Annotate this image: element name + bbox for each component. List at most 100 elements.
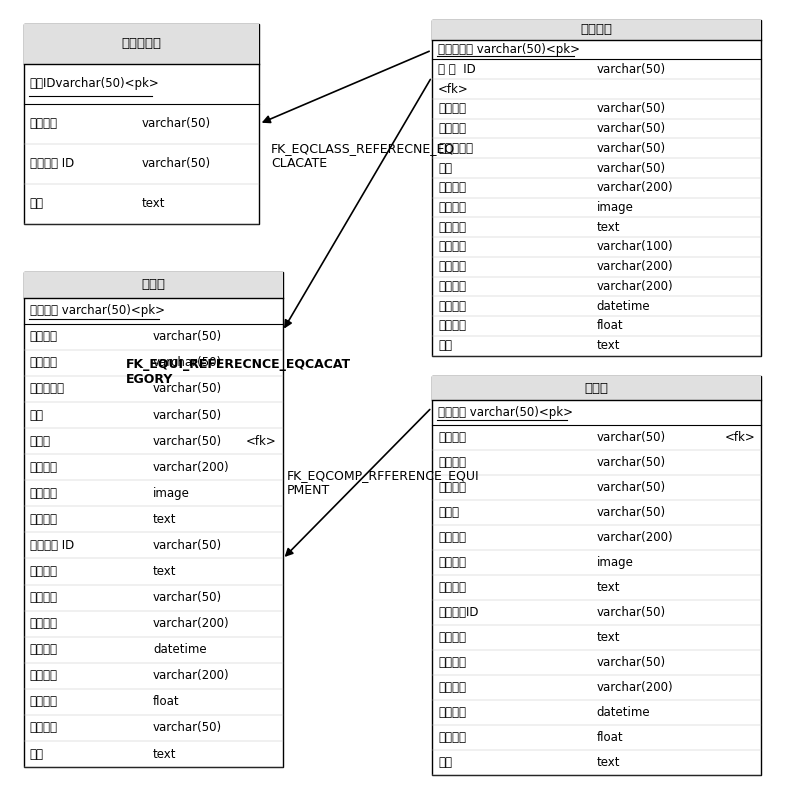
Text: 备注: 备注 (30, 748, 44, 761)
Text: varchar(200): varchar(200) (597, 531, 674, 544)
Text: varchar(100): varchar(100) (597, 240, 674, 253)
Text: 图片路径: 图片路径 (438, 581, 466, 594)
Text: 施工单位: 施工单位 (30, 670, 58, 682)
Text: 三维模型ID: 三维模型ID (438, 606, 479, 619)
Text: float: float (597, 320, 623, 332)
Text: 设备类编号 varchar(50)<pk>: 设备类编号 varchar(50)<pk> (438, 43, 580, 56)
Text: 上道日期: 上道日期 (438, 300, 466, 312)
Text: 备注: 备注 (438, 756, 452, 769)
Text: varchar(50): varchar(50) (597, 507, 666, 519)
Text: datetime: datetime (597, 706, 650, 719)
Text: text: text (153, 748, 177, 761)
Text: text: text (153, 513, 177, 526)
Text: float: float (597, 731, 623, 744)
Text: 安装位置: 安装位置 (30, 565, 58, 578)
Text: 设备图片: 设备图片 (438, 201, 466, 214)
Text: 设备类: 设备类 (30, 435, 51, 447)
Text: 所属工点: 所属工点 (30, 591, 58, 604)
Bar (24, 24, 259, 64)
Text: datetime: datetime (597, 300, 650, 312)
Text: 设备责任人: 设备责任人 (30, 383, 65, 396)
Text: 所属工点: 所属工点 (438, 656, 466, 670)
Text: 备注: 备注 (438, 340, 452, 352)
Text: 分类IDvarchar(50)<pk>: 分类IDvarchar(50)<pk> (30, 78, 159, 90)
Text: datetime: datetime (153, 643, 206, 656)
Text: image: image (597, 556, 633, 570)
Text: varchar(50): varchar(50) (141, 117, 210, 130)
Text: varchar(200): varchar(200) (153, 670, 230, 682)
Text: varchar(200): varchar(200) (597, 681, 674, 694)
Text: 设备编号: 设备编号 (438, 431, 466, 444)
Text: 安装位置: 安装位置 (438, 631, 466, 644)
Text: text: text (597, 221, 620, 234)
Text: 设备图片: 设备图片 (30, 487, 58, 500)
Text: 分类名称: 分类名称 (30, 117, 58, 130)
Text: 图片路径: 图片路径 (30, 513, 58, 526)
Text: 别名: 别名 (30, 408, 44, 422)
Text: 设备表: 设备表 (141, 278, 165, 291)
Text: varchar(50): varchar(50) (597, 431, 666, 444)
Text: 维修日期: 维修日期 (438, 320, 466, 332)
Text: varchar(50): varchar(50) (153, 408, 222, 422)
Text: 部件类: 部件类 (438, 507, 459, 519)
Text: 设备型号: 设备型号 (438, 122, 466, 135)
Text: 维护周期: 维护周期 (438, 731, 466, 744)
Text: varchar(50): varchar(50) (597, 161, 666, 174)
Text: varchar(50): varchar(50) (597, 606, 666, 619)
Text: varchar(50): varchar(50) (597, 122, 666, 135)
Text: <fk>: <fk> (438, 82, 469, 96)
Text: 上道日期: 上道日期 (30, 643, 58, 656)
Text: varchar(50): varchar(50) (153, 383, 222, 396)
Text: 别名: 别名 (438, 161, 452, 174)
Text: image: image (597, 201, 633, 214)
Text: 设备型号: 设备型号 (30, 356, 58, 369)
Text: 上级分类 ID: 上级分类 ID (30, 157, 74, 170)
Text: text: text (597, 631, 620, 644)
Text: varchar(50): varchar(50) (597, 656, 666, 670)
Text: <fk>: <fk> (725, 431, 755, 444)
Text: text: text (141, 197, 165, 210)
Text: 部件模型: 部件模型 (438, 531, 466, 544)
Text: 部件型号: 部件型号 (438, 481, 466, 495)
Text: 施工单位: 施工单位 (438, 280, 466, 293)
Text: 分 类  ID: 分 类 ID (438, 63, 476, 76)
Text: varchar(50): varchar(50) (153, 591, 222, 604)
Text: varchar(50): varchar(50) (597, 481, 666, 495)
Text: 维修周期: 维修周期 (30, 695, 58, 709)
Text: varchar(50): varchar(50) (597, 102, 666, 115)
Text: varchar(200): varchar(200) (597, 280, 674, 293)
Text: 设备责任人: 设备责任人 (438, 141, 473, 155)
Text: text: text (597, 340, 620, 352)
Bar (24, 24, 259, 224)
Bar (432, 20, 761, 40)
Text: float: float (153, 695, 180, 709)
Text: varchar(50): varchar(50) (153, 435, 222, 447)
Text: 设备模型: 设备模型 (30, 461, 58, 474)
Text: 部件图片: 部件图片 (438, 556, 466, 570)
Text: 设备状态: 设备状态 (30, 721, 58, 734)
Text: FK_EQUI_REFERECNCE_EQCACAT
EGORY: FK_EQUI_REFERECNCE_EQCACAT EGORY (126, 357, 351, 386)
Text: 部件表: 部件表 (585, 381, 608, 395)
Text: varchar(200): varchar(200) (153, 617, 230, 630)
Text: 设备模型: 设备模型 (438, 181, 466, 194)
Text: varchar(50): varchar(50) (597, 456, 666, 470)
Bar (432, 20, 761, 356)
Text: varchar(50): varchar(50) (153, 539, 222, 552)
Text: varchar(50): varchar(50) (153, 721, 222, 734)
Bar (432, 376, 761, 400)
Bar (432, 376, 761, 775)
Text: 生产厂家: 生产厂家 (438, 260, 466, 273)
Text: 上道日期: 上道日期 (438, 706, 466, 719)
Text: text: text (153, 565, 177, 578)
Text: 部件编号 varchar(50)<pk>: 部件编号 varchar(50)<pk> (438, 407, 573, 419)
Text: FK_EQCOMP_RFFERENCE_EQUI
PMENT: FK_EQCOMP_RFFERENCE_EQUI PMENT (287, 469, 479, 498)
Text: 三维模型 ID: 三维模型 ID (30, 539, 74, 552)
Text: 部件名称: 部件名称 (438, 456, 466, 470)
Text: 生产厂家: 生产厂家 (30, 617, 58, 630)
Bar (24, 272, 283, 298)
Text: image: image (153, 487, 190, 500)
Text: varchar(200): varchar(200) (597, 260, 674, 273)
Text: text: text (597, 581, 620, 594)
Text: 安装位置: 安装位置 (438, 240, 466, 253)
Text: 图片路径: 图片路径 (438, 221, 466, 234)
